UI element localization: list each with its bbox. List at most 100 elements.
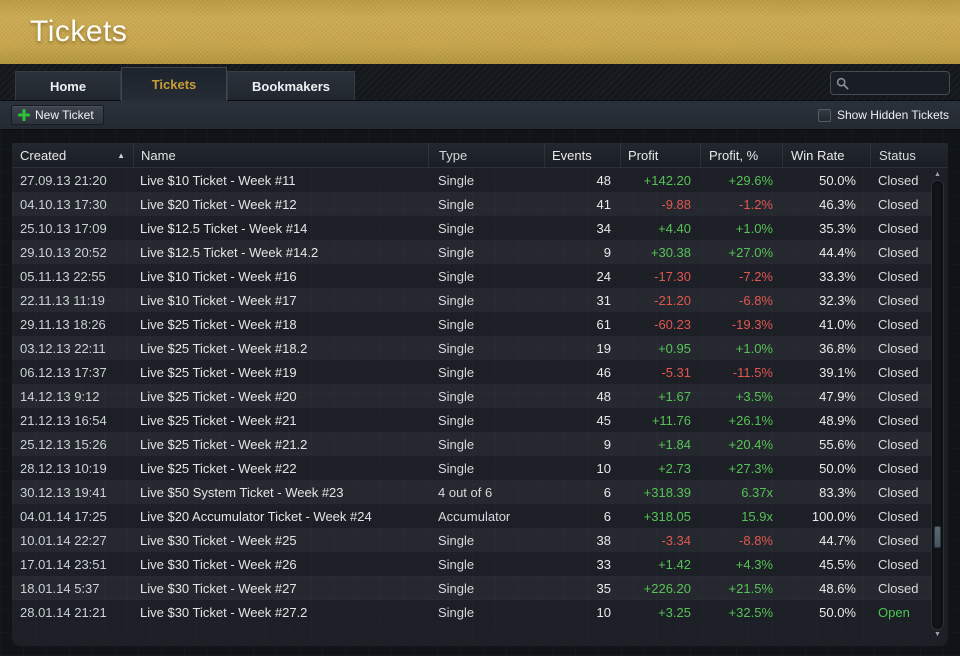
tab-tickets[interactable]: Tickets — [121, 67, 227, 101]
vertical-scrollbar[interactable]: ▲ ▼ — [930, 170, 945, 640]
cell-profit-pct: 15.9x — [741, 508, 773, 524]
tab-bookmakers[interactable]: Bookmakers — [227, 71, 356, 100]
table-row[interactable]: 03.12.13 22:11 Live $25 Ticket - Week #18… — [12, 336, 932, 360]
cell-win-rate: 48.6% — [819, 580, 856, 596]
content-area: Created ▲ Name Type Events Profit Profit… — [0, 130, 960, 656]
cell-events: 34 — [596, 220, 611, 236]
cell-win-rate: 50.0% — [819, 460, 856, 476]
scrollbar-thumb[interactable] — [934, 525, 941, 548]
tab-home[interactable]: Home — [15, 71, 121, 100]
cell-profit: +142.20 — [643, 172, 691, 188]
cell-status: Closed — [878, 172, 919, 188]
column-label: Events — [552, 147, 592, 163]
cell-type: Single — [438, 316, 475, 332]
cell-created: 22.11.13 11:19 — [20, 292, 105, 308]
cell-type: Single — [438, 436, 475, 452]
table-row[interactable]: 18.01.14 5:37 Live $30 Ticket - Week #27 S… — [12, 576, 932, 600]
cell-type: 4 out of 6 — [438, 484, 493, 500]
table-row[interactable]: 25.12.13 15:26 Live $25 Ticket - Week #21… — [12, 432, 932, 456]
table-row[interactable]: 29.10.13 20:52 Live $12.5 Ticket - Week #… — [12, 240, 932, 264]
cell-created: 04.10.13 17:30 — [20, 196, 107, 212]
search-box[interactable] — [830, 71, 950, 95]
cell-type: Single — [438, 460, 475, 476]
new-ticket-button[interactable]: New Ticket — [11, 105, 104, 125]
cell-status: Closed — [878, 532, 919, 548]
cell-events: 24 — [596, 268, 611, 284]
cell-name: Live $12.5 Ticket - Week #14.2 — [140, 244, 319, 260]
cell-created: 27.09.13 21:20 — [20, 172, 107, 188]
column-header-win-rate[interactable]: Win Rate — [782, 143, 870, 167]
cell-win-rate: 45.5% — [819, 556, 856, 572]
cell-status: Closed — [878, 580, 919, 596]
table-row[interactable]: 17.01.14 23:51 Live $30 Ticket - Week #26… — [12, 552, 932, 576]
column-label: Name — [141, 147, 176, 163]
table-row[interactable]: 28.01.14 21:21 Live $30 Ticket - Week #27… — [12, 600, 932, 624]
cell-profit: -60.23 — [654, 316, 691, 332]
column-header-created[interactable]: Created ▲ — [12, 143, 133, 167]
table-row[interactable]: 04.01.14 17:25 Live $20 Accumulator Ticke… — [12, 504, 932, 528]
cell-type: Single — [438, 604, 475, 620]
page-title: Tickets — [30, 15, 128, 48]
cell-created: 21.12.13 16:54 — [20, 412, 107, 428]
column-header-events[interactable]: Events — [544, 143, 620, 167]
cell-status: Closed — [878, 340, 919, 356]
cell-name: Live $25 Ticket - Week #22 — [140, 460, 297, 476]
cell-created: 17.01.14 23:51 — [20, 556, 107, 572]
sort-asc-icon: ▲ — [117, 150, 125, 160]
column-header-status[interactable]: Status — [870, 143, 948, 167]
scroll-up-icon[interactable]: ▲ — [934, 171, 941, 178]
table-row[interactable]: 04.10.13 17:30 Live $20 Ticket - Week #12… — [12, 192, 932, 216]
column-header-profit[interactable]: Profit — [620, 143, 700, 167]
cell-created: 28.12.13 10:19 — [20, 460, 107, 476]
cell-profit: +3.25 — [658, 604, 691, 620]
cell-created: 30.12.13 19:41 — [20, 484, 107, 500]
cell-created: 04.01.14 17:25 — [20, 508, 107, 524]
column-header-profit-pct[interactable]: Profit, % — [700, 143, 782, 167]
cell-type: Single — [438, 556, 475, 572]
column-header-type[interactable]: Type — [428, 143, 544, 167]
table-row[interactable]: 30.12.13 19:41 Live $50 System Ticket - W… — [12, 480, 932, 504]
cell-created: 05.11.13 22:55 — [20, 268, 106, 284]
cell-profit-pct: +29.6% — [728, 172, 773, 188]
cell-type: Single — [438, 364, 475, 380]
table-row[interactable]: 28.12.13 10:19 Live $25 Ticket - Week #22… — [12, 456, 932, 480]
show-hidden-checkbox[interactable] — [817, 108, 831, 122]
cell-type: Single — [438, 244, 475, 260]
table-row[interactable]: 06.12.13 17:37 Live $25 Ticket - Week #19… — [12, 360, 932, 384]
cell-name: Live $20 Ticket - Week #12 — [140, 196, 297, 212]
cell-events: 19 — [596, 340, 611, 356]
cell-events: 9 — [603, 436, 611, 452]
table-row[interactable]: 14.12.13 9:12 Live $25 Ticket - Week #20 S… — [12, 384, 932, 408]
cell-events: 9 — [603, 244, 611, 260]
cell-created: 28.01.14 21:21 — [20, 604, 107, 620]
table-row[interactable]: 10.01.14 22:27 Live $30 Ticket - Week #25… — [12, 528, 932, 552]
cell-profit-pct: +27.0% — [728, 244, 773, 260]
table-row[interactable]: 22.11.13 11:19 Live $10 Ticket - Week #17… — [12, 288, 932, 312]
cell-profit: -5.31 — [661, 364, 691, 380]
table-row[interactable]: 27.09.13 21:20 Live $10 Ticket - Week #11… — [12, 168, 932, 192]
cell-events: 61 — [596, 316, 611, 332]
cell-win-rate: 55.6% — [819, 436, 856, 452]
plus-icon — [18, 109, 30, 121]
cell-name: Live $10 Ticket - Week #17 — [140, 292, 297, 308]
cell-type: Single — [438, 268, 475, 284]
table-row[interactable]: 29.11.13 18:26 Live $25 Ticket - Week #18… — [12, 312, 932, 336]
scrollbar-track[interactable] — [931, 180, 944, 630]
cell-created: 29.10.13 20:52 — [20, 244, 107, 260]
show-hidden-tickets-toggle[interactable]: Show Hidden Tickets — [817, 108, 949, 122]
cell-name: Live $20 Accumulator Ticket - Week #24 — [140, 508, 372, 524]
table-row[interactable]: 25.10.13 17:09 Live $12.5 Ticket - Week #… — [12, 216, 932, 240]
column-header-name[interactable]: Name — [133, 143, 428, 167]
table-body: 27.09.13 21:20 Live $10 Ticket - Week #11… — [12, 168, 932, 624]
cell-profit: +2.73 — [658, 460, 691, 476]
scroll-down-icon[interactable]: ▼ — [934, 631, 941, 638]
table-row[interactable]: 21.12.13 16:54 Live $25 Ticket - Week #21… — [12, 408, 932, 432]
cell-events: 6 — [603, 484, 611, 500]
table-row[interactable]: 05.11.13 22:55 Live $10 Ticket - Week #16… — [12, 264, 932, 288]
cell-profit-pct: -8.8% — [739, 532, 773, 548]
cell-type: Single — [438, 580, 475, 596]
cell-profit: +0.95 — [658, 340, 691, 356]
search-input[interactable] — [853, 76, 944, 90]
cell-name: Live $25 Ticket - Week #20 — [140, 388, 297, 404]
cell-type: Single — [438, 412, 475, 428]
